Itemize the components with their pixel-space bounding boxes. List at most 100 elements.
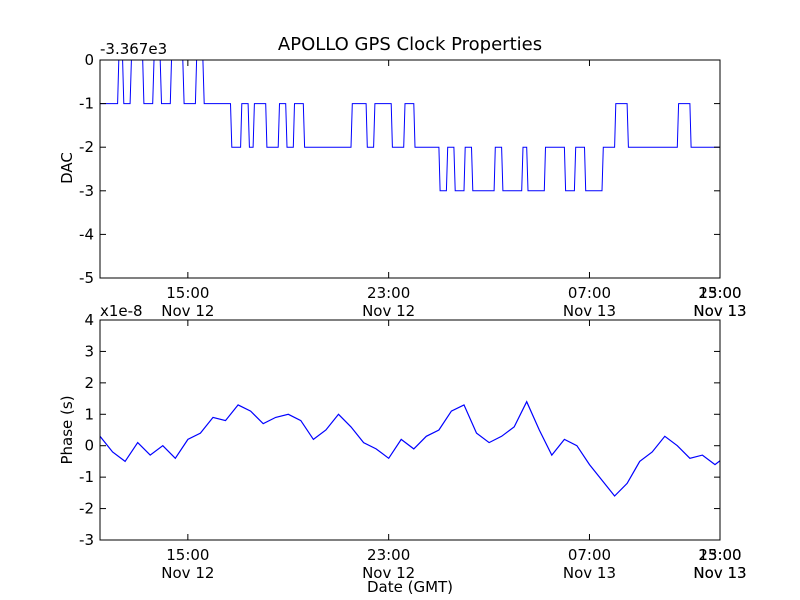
dac-xtick-time-label: 15:00 <box>166 284 209 302</box>
phase-data-point <box>413 448 414 449</box>
dac-data-point <box>678 103 679 104</box>
dac-data-point <box>772 147 773 148</box>
phase-data-point <box>514 426 515 427</box>
dac-data-point <box>415 147 416 148</box>
phase-data-point <box>275 417 276 418</box>
dac-data-point <box>351 147 352 148</box>
phase-data-point <box>777 423 778 424</box>
phase-xtick-date-label: Nov 13 <box>563 564 616 582</box>
dac-data-point <box>698 147 699 148</box>
dac-data-point <box>248 103 249 104</box>
phase-data-point <box>564 439 565 440</box>
dac-data-point <box>781 147 782 148</box>
dac-ytick-label: -1 <box>79 95 94 113</box>
dac-data-point <box>278 147 279 148</box>
dac-data-point <box>143 103 144 104</box>
dac-data-point <box>472 190 473 191</box>
dac-data-point <box>240 147 241 148</box>
dac-data-point <box>502 190 503 191</box>
dac-data-point <box>526 147 527 148</box>
dac-data-point <box>303 103 304 104</box>
phase-data-point <box>740 439 741 440</box>
dac-data-point <box>628 147 629 148</box>
phase-data-point <box>727 455 728 456</box>
dac-data-point <box>285 103 286 104</box>
dac-data-point <box>727 147 728 148</box>
dac-data-point <box>287 147 288 148</box>
dac-data-point <box>374 103 375 104</box>
dac-data-point <box>352 103 353 104</box>
dac-data-point <box>170 103 171 104</box>
phase-xtick-date-label: Nov 13 <box>693 564 746 582</box>
dac-data-point <box>218 103 219 104</box>
phase-data-point <box>501 436 502 437</box>
dac-data-point <box>266 147 267 148</box>
phase-data-point <box>451 411 452 412</box>
phase-data-point <box>551 455 552 456</box>
phase-data-point <box>112 452 113 453</box>
phase-data-point <box>150 455 151 456</box>
dac-data-point <box>221 103 222 104</box>
phase-data-point <box>677 445 678 446</box>
phase-data-point <box>765 417 766 418</box>
phase-plot-frame <box>99 319 721 541</box>
phase-data-point <box>664 436 665 437</box>
phase-data-point <box>187 439 188 440</box>
phase-data-point <box>438 430 439 431</box>
dac-data-point <box>195 103 196 104</box>
dac-data-point <box>123 103 124 104</box>
dac-data-point <box>130 103 131 104</box>
phase-xtick-time-label: 23:00 <box>698 546 741 564</box>
dac-data-point <box>565 190 566 191</box>
dac-data-point <box>521 190 522 191</box>
dac-data-point <box>602 190 603 191</box>
dac-data-point <box>453 147 454 148</box>
phase-data-point <box>589 464 590 465</box>
dac-data-point <box>614 147 615 148</box>
dac-data-point <box>231 147 232 148</box>
dac-data-point <box>241 103 242 104</box>
dac-data-point <box>544 190 545 191</box>
phase-offset-label: x1e-8 <box>100 302 143 320</box>
phase-data-point <box>790 433 791 434</box>
phase-xtick-date-label: Nov 12 <box>362 564 415 582</box>
dac-data-point <box>574 190 575 191</box>
phase-data-point <box>300 420 301 421</box>
phase-series-line-0 <box>100 400 720 497</box>
dac-data-point <box>455 190 456 191</box>
dac-data-point <box>293 147 294 148</box>
phase-data-point <box>200 433 201 434</box>
dac-data-point <box>392 147 393 148</box>
phase-xtick-time-label: 15:00 <box>698 546 741 564</box>
phase-data-point <box>338 414 339 415</box>
dac-xtick-time-label: 15:00 <box>698 284 741 302</box>
dac-data-point <box>494 190 495 191</box>
dac-data-point <box>294 103 295 104</box>
dac-data-point <box>438 147 439 148</box>
phase-data-point <box>325 430 326 431</box>
dac-data-point <box>710 147 711 148</box>
dac-data-point <box>405 103 406 104</box>
dac-xtick-date-label: Nov 12 <box>362 302 415 320</box>
phase-data-point <box>689 458 690 459</box>
dac-series-line-0 <box>100 60 720 192</box>
dac-data-point <box>787 147 788 148</box>
dac-data-point <box>447 147 448 148</box>
dac-data-point <box>691 147 692 148</box>
phase-xlabel: Date (GMT) <box>367 578 453 596</box>
dac-data-point <box>584 147 585 148</box>
dac-data-point <box>391 103 392 104</box>
dac-offset-label: -3.367e3 <box>100 40 167 58</box>
dac-data-point <box>603 147 604 148</box>
phase-data-point <box>602 480 603 481</box>
dac-data-point <box>184 103 185 104</box>
dac-data-point <box>465 147 466 148</box>
phase-data-point <box>175 458 176 459</box>
dac-data-point <box>253 147 254 148</box>
dac-data-point <box>789 190 790 191</box>
dac-xtick-date-label: Nov 12 <box>161 302 214 320</box>
